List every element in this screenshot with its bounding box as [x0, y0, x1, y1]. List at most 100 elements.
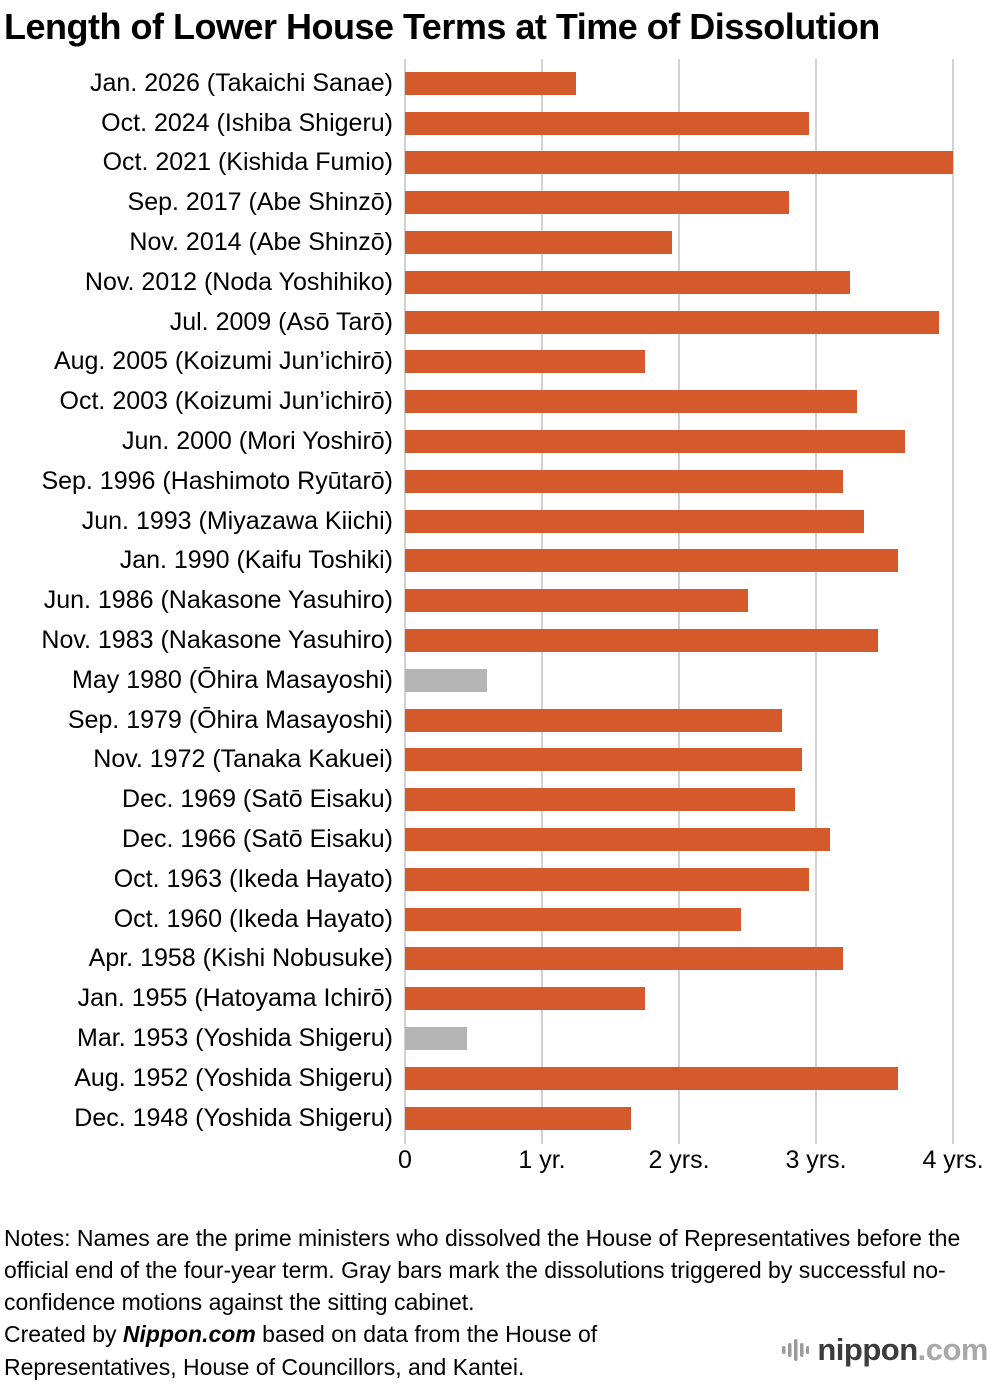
bar-track — [405, 541, 953, 581]
row-label: Dec. 1966 (Satō Eisaku) — [122, 824, 393, 853]
chart-row: Nov. 2014 (Abe Shinzō) — [0, 223, 1000, 263]
chart-title: Length of Lower House Terms at Time of D… — [4, 6, 880, 47]
bar-track — [405, 143, 953, 183]
bar-track — [405, 1058, 953, 1098]
row-label: Oct. 2003 (Koizumi Jun’ichirō) — [59, 387, 393, 416]
chart-row: Jan. 1955 (Hatoyama Ichirō) — [0, 979, 1000, 1019]
x-tick-label: 1 yr. — [518, 1145, 566, 1174]
gridline — [815, 59, 817, 1144]
credit-text: Created by Nippon.com based on data from… — [4, 1318, 659, 1382]
chart-row: Oct. 1963 (Ikeda Hayato) — [0, 859, 1000, 899]
credit-prefix: Created by — [4, 1321, 123, 1348]
bar-track — [405, 262, 953, 302]
bar — [405, 429, 906, 453]
bar-track — [405, 859, 953, 899]
bar-track — [405, 740, 953, 780]
bar — [405, 947, 844, 971]
bar — [405, 191, 789, 215]
credit-brand: Nippon.com — [122, 1321, 256, 1348]
bar — [405, 549, 899, 573]
chart-row: Jun. 1986 (Nakasone Yasuhiro) — [0, 581, 1000, 621]
chart-row: Jan. 1990 (Kaifu Toshiki) — [0, 541, 1000, 581]
bar-track — [405, 183, 953, 223]
x-tick-label: 3 yrs. — [785, 1145, 847, 1174]
bar — [405, 628, 878, 652]
bar — [405, 589, 748, 613]
chart-row: Dec. 1969 (Satō Eisaku) — [0, 780, 1000, 820]
chart-row: Jul. 2009 (Asō Tarō) — [0, 302, 1000, 342]
bar — [405, 1106, 632, 1130]
row-label: Nov. 1983 (Nakasone Yasuhiro) — [41, 625, 393, 654]
row-label: Sep. 2017 (Abe Shinzō) — [127, 188, 393, 217]
bar — [405, 827, 830, 851]
chart-rows: Jan. 2026 (Takaichi Sanae) Oct. 2024 (Ish… — [0, 63, 1000, 1138]
bar-track — [405, 63, 953, 103]
chart-row: Oct. 2021 (Kishida Fumio) — [0, 143, 1000, 183]
bar-track — [405, 939, 953, 979]
chart-row: May 1980 (Ōhira Masayoshi) — [0, 660, 1000, 700]
soundwave-icon — [781, 1335, 810, 1365]
chart-row: Nov. 2012 (Noda Yoshihiko) — [0, 262, 1000, 302]
row-label: Aug. 2005 (Koizumi Jun’ichirō) — [53, 347, 393, 376]
chart-row: Jun. 1993 (Miyazawa Kiichi) — [0, 501, 1000, 541]
chart-row: Jun. 2000 (Mori Yoshirō) — [0, 422, 1000, 462]
bar-track — [405, 899, 953, 939]
bar-no-confidence — [405, 668, 488, 692]
bar-no-confidence — [405, 1026, 467, 1050]
row-label: Sep. 1996 (Hashimoto Ryūtarō) — [41, 466, 393, 495]
chart-row: Apr. 1958 (Kishi Nobusuke) — [0, 939, 1000, 979]
bar — [405, 987, 645, 1011]
chart-row: Oct. 1960 (Ikeda Hayato) — [0, 899, 1000, 939]
bar-track — [405, 103, 953, 143]
row-label: Jun. 1993 (Miyazawa Kiichi) — [81, 506, 393, 535]
bar-track — [405, 700, 953, 740]
bar-track — [405, 461, 953, 501]
row-label: Dec. 1948 (Yoshida Shigeru) — [74, 1103, 393, 1132]
bar-track — [405, 382, 953, 422]
chart-row: Mar. 1953 (Yoshida Shigeru) — [0, 1019, 1000, 1059]
chart-row: Sep. 2017 (Abe Shinzō) — [0, 183, 1000, 223]
row-label: Nov. 1972 (Tanaka Kakuei) — [93, 745, 393, 774]
chart-row: Nov. 1983 (Nakasone Yasuhiro) — [0, 621, 1000, 661]
bar-chart: Jan. 2026 (Takaichi Sanae) Oct. 2024 (Ish… — [0, 59, 1000, 1186]
bar — [405, 270, 851, 294]
row-label: Jun. 1986 (Nakasone Yasuhiro) — [43, 586, 393, 615]
bar-track — [405, 979, 953, 1019]
bar — [405, 748, 803, 772]
bar-track — [405, 820, 953, 860]
gridline — [952, 59, 954, 1144]
row-label: Jan. 2026 (Takaichi Sanae) — [90, 68, 393, 97]
x-tick-label: 4 yrs. — [922, 1145, 984, 1174]
row-label: Aug. 1952 (Yoshida Shigeru) — [74, 1063, 393, 1092]
bar — [405, 71, 577, 95]
bar-track — [405, 581, 953, 621]
x-axis: 0 1 yr. 2 yrs. 3 yrs. 4 yrs. — [398, 1138, 984, 1186]
chart-row: Nov. 1972 (Tanaka Kakuei) — [0, 740, 1000, 780]
chart-row: Sep. 1979 (Ōhira Masayoshi) — [0, 700, 1000, 740]
nippon-logo: nippon .com — [781, 1332, 989, 1368]
bar-track — [405, 621, 953, 661]
chart-row: Oct. 2024 (Ishiba Shigeru) — [0, 103, 1000, 143]
bar — [405, 867, 810, 891]
notes-text: Notes: Names are the prime ministers who… — [4, 1224, 961, 1316]
bar — [405, 111, 810, 135]
chart-row: Jan. 2026 (Takaichi Sanae) — [0, 63, 1000, 103]
row-label: Jun. 2000 (Mori Yoshirō) — [122, 426, 393, 455]
chart-row: Sep. 1996 (Hashimoto Ryūtarō) — [0, 461, 1000, 501]
chart-row: Aug. 1952 (Yoshida Shigeru) — [0, 1058, 1000, 1098]
bar — [405, 469, 844, 493]
logo-tld-text: .com — [917, 1332, 989, 1367]
bar — [405, 788, 796, 812]
row-label: Oct. 1963 (Ikeda Hayato) — [113, 864, 393, 893]
bar — [405, 509, 864, 533]
row-label: Oct. 2021 (Kishida Fumio) — [102, 148, 393, 177]
row-label: Apr. 1958 (Kishi Nobusuke) — [88, 944, 393, 973]
bar-track — [405, 660, 953, 700]
bar-track — [405, 302, 953, 342]
bar — [405, 230, 673, 254]
row-label: Oct. 1960 (Ikeda Hayato) — [113, 904, 393, 933]
bar — [405, 907, 741, 931]
bar — [405, 390, 858, 414]
logo-brand-text: nippon — [817, 1332, 918, 1367]
